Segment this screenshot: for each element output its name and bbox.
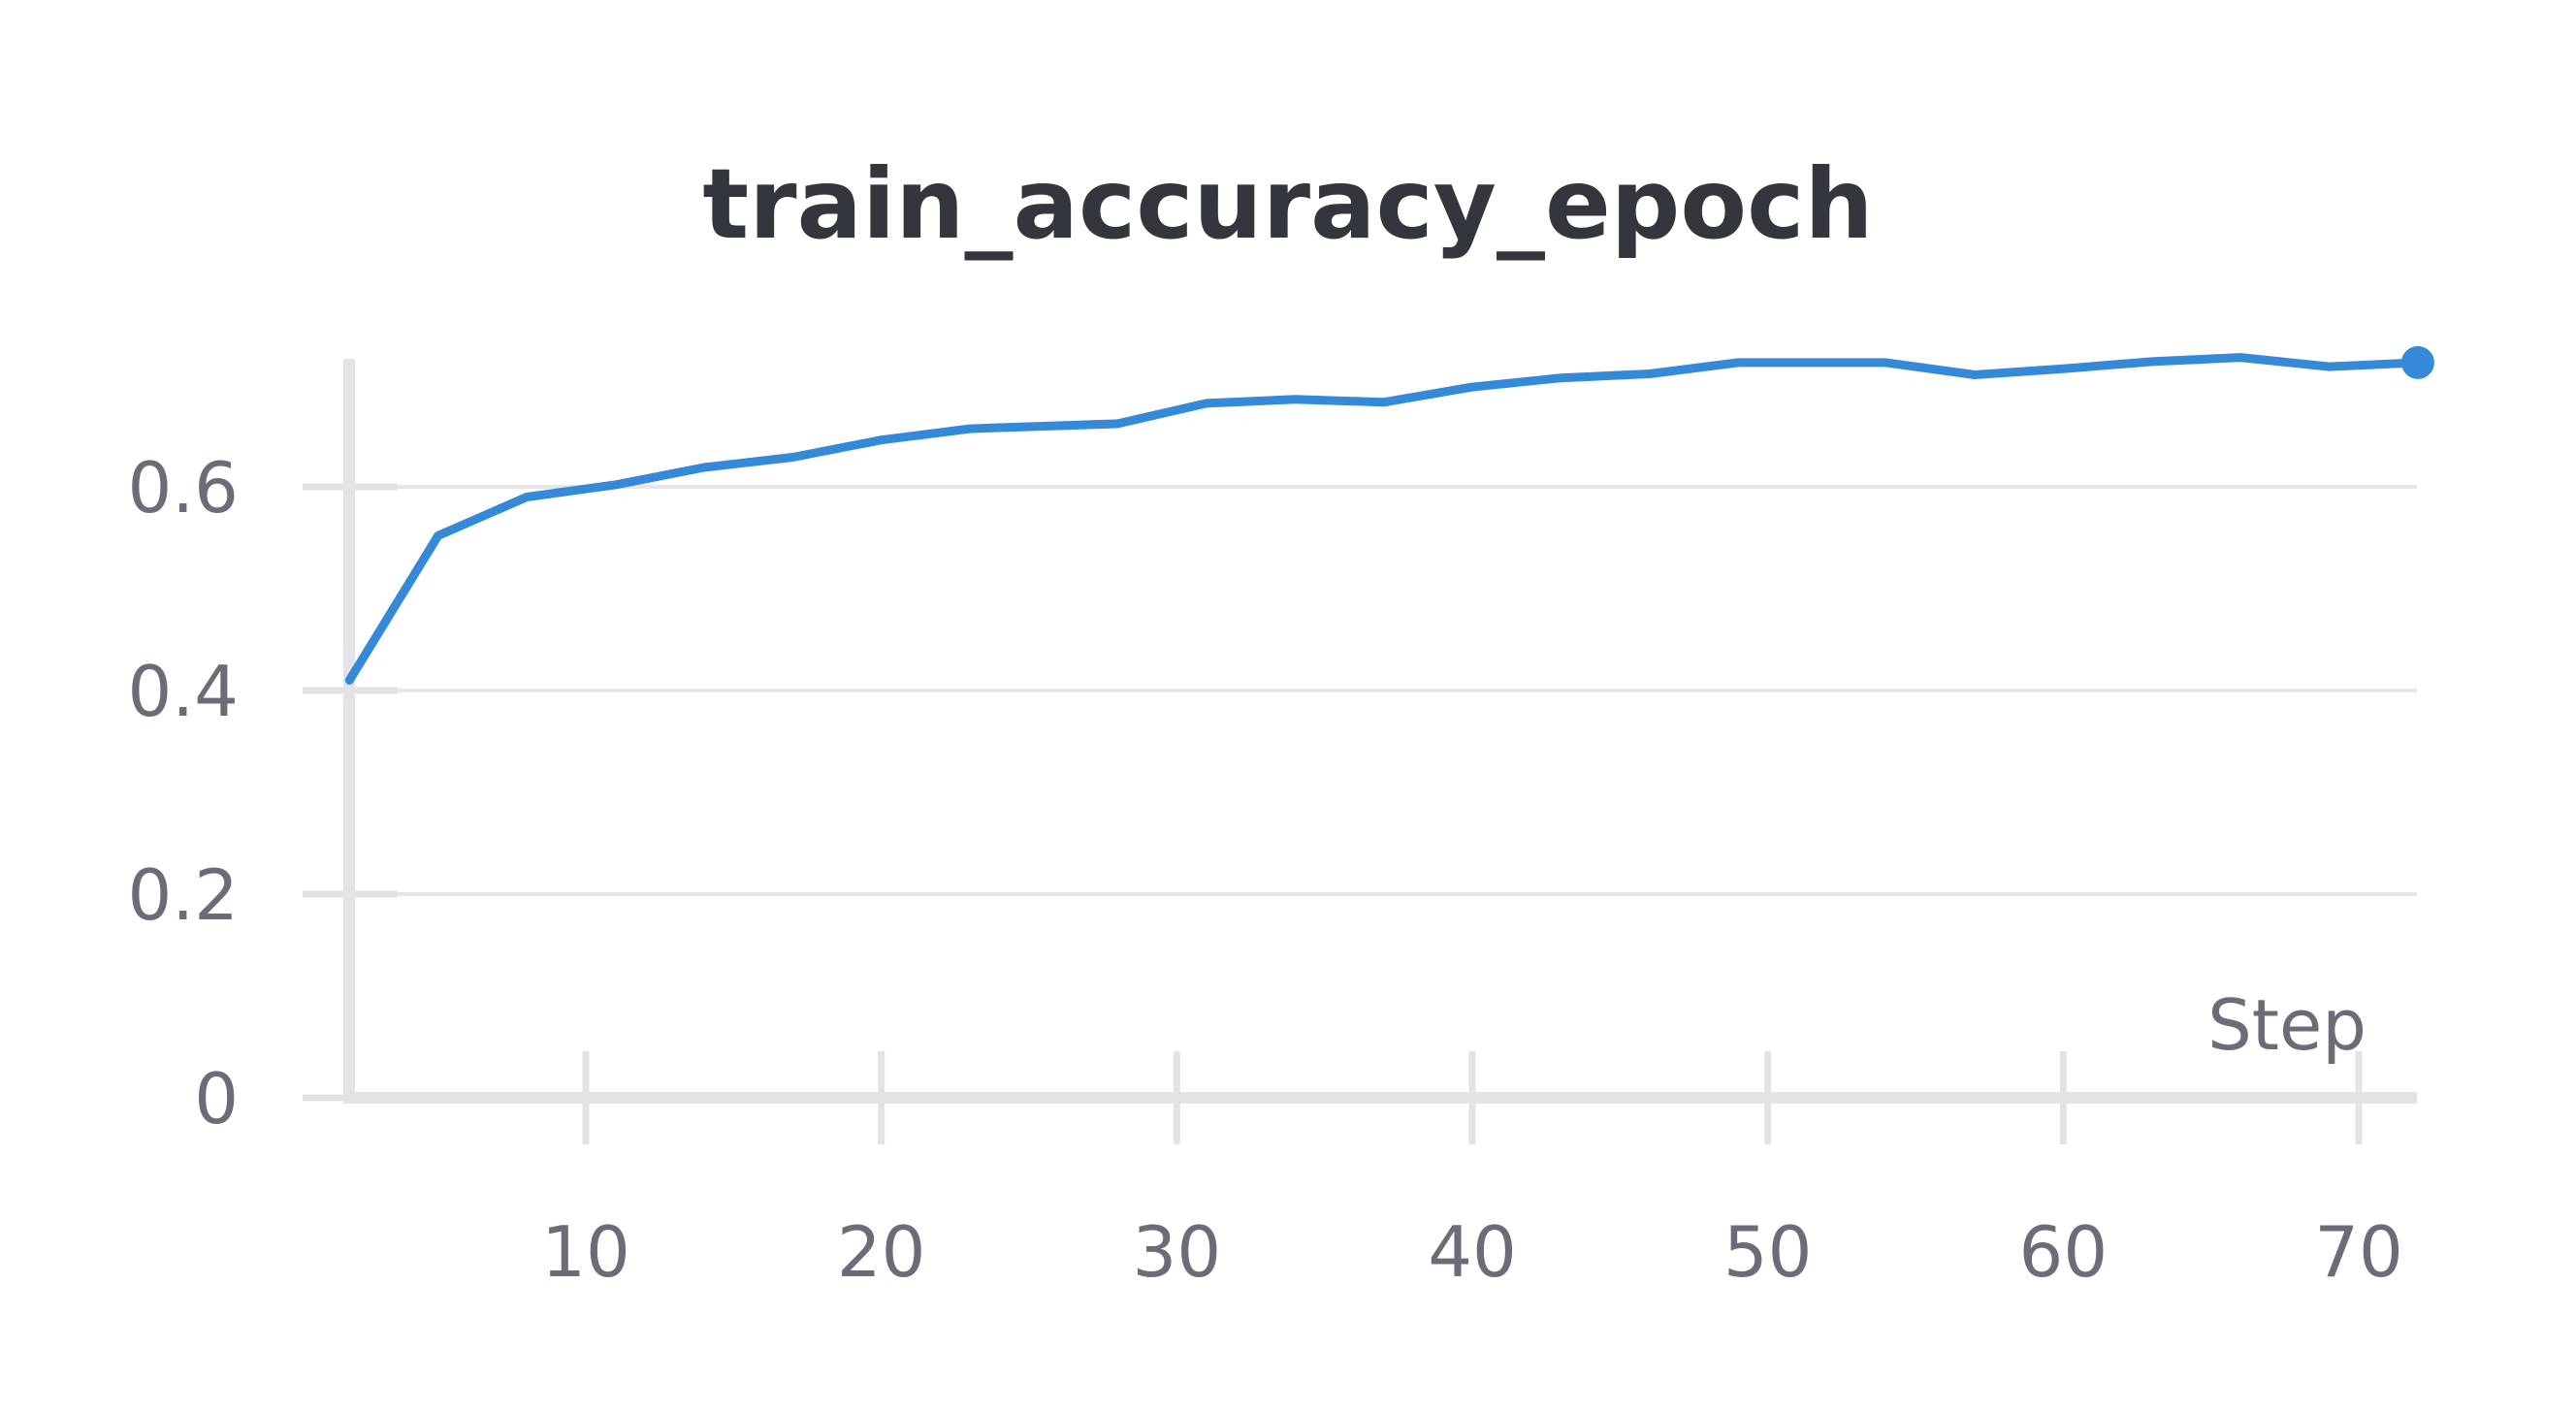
x-tick-label: 10 xyxy=(541,1211,630,1293)
x-tick-label: 30 xyxy=(1133,1211,1222,1293)
tick-labels: 0 0.2 0.4 0.6 10 20 30 40 50 60 70 xyxy=(127,447,2402,1293)
x-tick-label: 60 xyxy=(2019,1211,2109,1293)
x-tick-label: 20 xyxy=(837,1211,926,1293)
y-tick-label: 0.2 xyxy=(127,854,239,936)
x-tick-label: 70 xyxy=(2314,1211,2403,1293)
y-tick-label: 0.6 xyxy=(127,447,239,529)
x-tick-label: 40 xyxy=(1428,1211,1517,1293)
axes xyxy=(303,359,2417,1144)
x-axis-label: Step xyxy=(2207,984,2367,1066)
series-endpoint-marker[interactable] xyxy=(2400,345,2434,379)
y-tick-label: 0.4 xyxy=(127,651,239,732)
series-layer xyxy=(344,345,2434,685)
series-line xyxy=(344,353,2423,685)
x-tick-label: 50 xyxy=(1723,1211,1813,1293)
chart-title: train_accuracy_epoch xyxy=(702,147,1873,261)
gridlines xyxy=(349,485,2417,896)
y-tick-label: 0 xyxy=(194,1058,239,1139)
